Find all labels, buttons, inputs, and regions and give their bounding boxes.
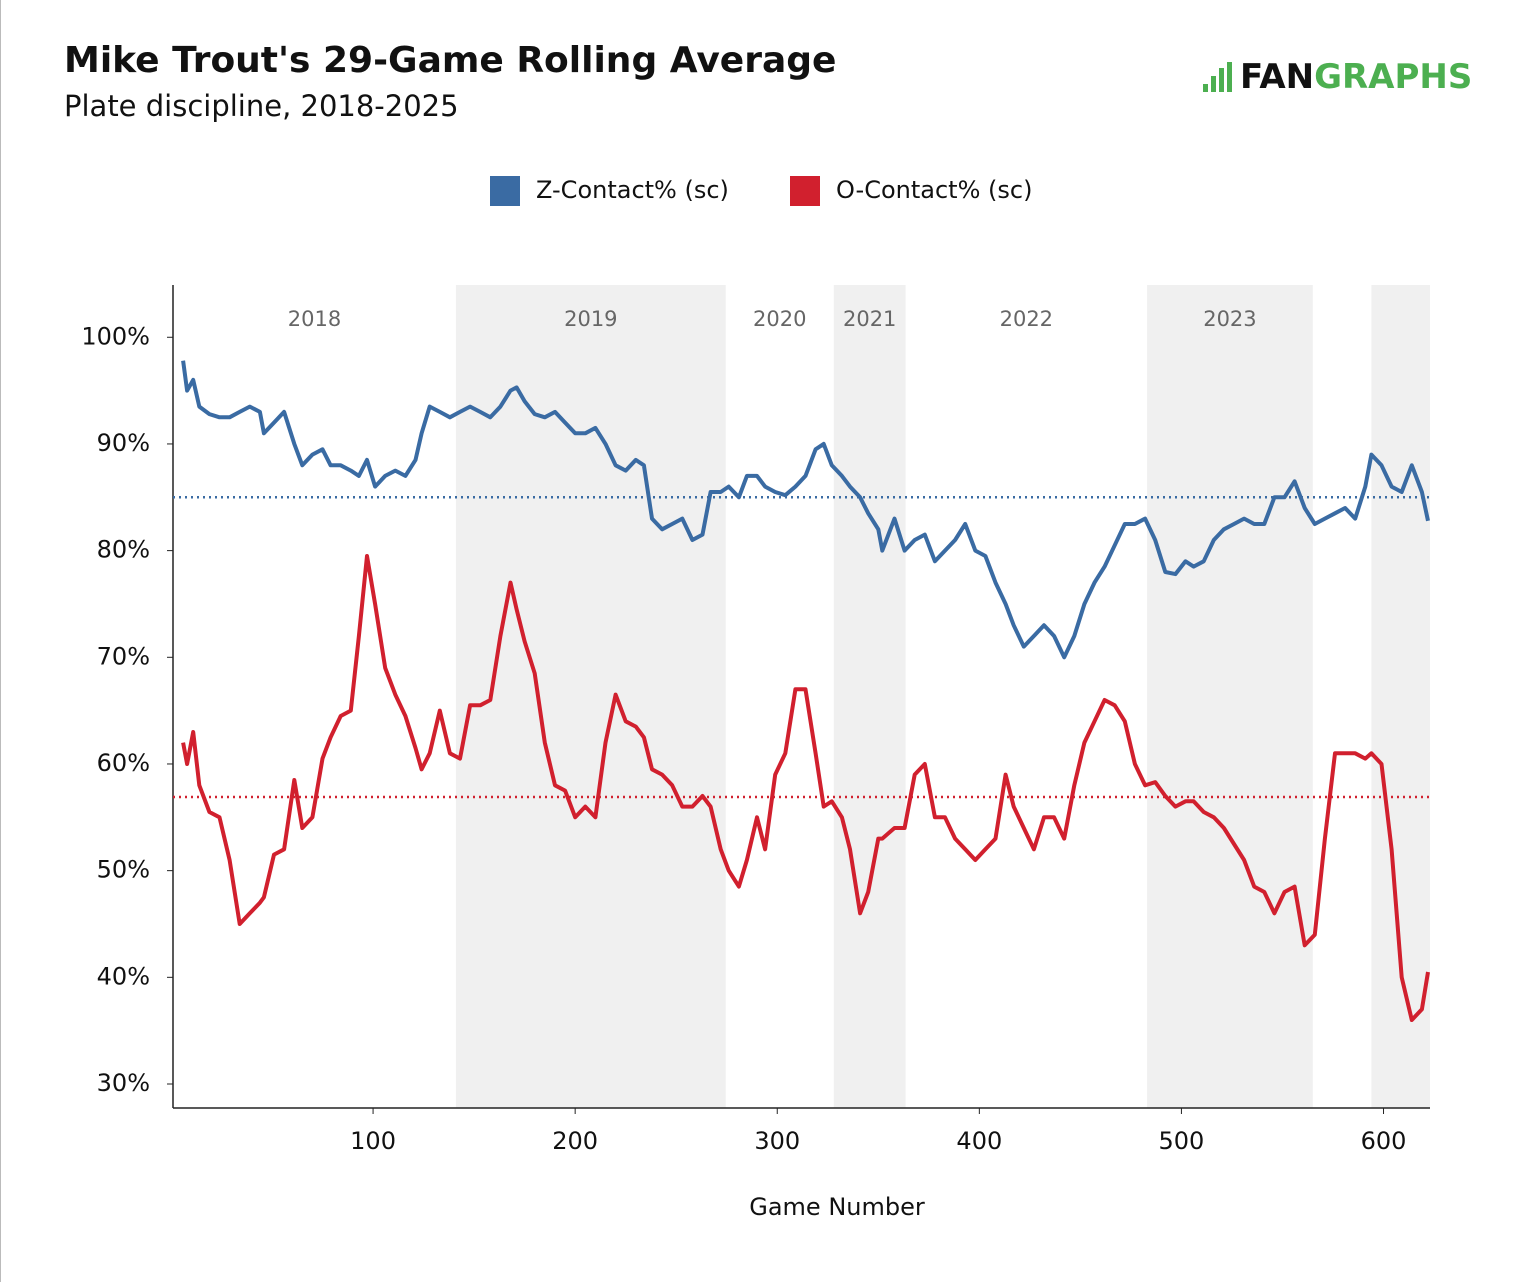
- logo-part: GRAPHS: [1314, 57, 1472, 97]
- y-tick-label: 60%: [97, 749, 150, 777]
- season-label: 2018: [288, 307, 341, 331]
- season-label: 2021: [843, 307, 896, 331]
- x-tick-label: 200: [552, 1127, 598, 1155]
- y-tick-label: 100%: [81, 322, 150, 350]
- y-tick-label: 70%: [97, 642, 150, 670]
- y-tick-label: 50%: [97, 856, 150, 884]
- x-tick-label: 400: [956, 1127, 1002, 1155]
- legend-swatch: [790, 176, 820, 206]
- logo-part: FAN: [1240, 57, 1314, 97]
- x-tick-label: 500: [1159, 1127, 1205, 1155]
- y-tick-label: 80%: [97, 536, 150, 564]
- logo-bar: [1227, 62, 1232, 92]
- y-tick-label: 90%: [97, 429, 150, 457]
- x-tick-label: 300: [754, 1127, 800, 1155]
- chart-subtitle: Plate discipline, 2018-2025: [64, 89, 459, 123]
- legend-label: O-Contact% (sc): [836, 176, 1032, 204]
- season-label: 2020: [753, 307, 806, 331]
- y-tick-label: 40%: [97, 962, 150, 990]
- chart-title: Mike Trout's 29-Game Rolling Average: [64, 40, 836, 81]
- season-label: 2019: [564, 307, 617, 331]
- logo-text: FANGRAPHS: [1240, 57, 1472, 97]
- series-line: [181, 360, 1430, 660]
- season-band: [1371, 285, 1430, 1108]
- y-tick-label: 30%: [97, 1069, 150, 1097]
- season-label: 2022: [1000, 307, 1053, 331]
- legend-label: Z-Contact% (sc): [536, 176, 729, 204]
- x-axis-label: Game Number: [749, 1193, 925, 1221]
- x-tick-label: 100: [350, 1127, 396, 1155]
- season-band: [1147, 285, 1313, 1108]
- legend-swatch: [490, 176, 520, 206]
- series-line: [181, 554, 1430, 1022]
- logo-bar: [1211, 76, 1216, 92]
- logo-bar: [1203, 84, 1208, 92]
- x-tick-label: 600: [1361, 1127, 1407, 1155]
- logo: FANGRAPHS: [1203, 57, 1472, 97]
- logo-bar: [1219, 68, 1224, 92]
- season-band: [455, 285, 726, 1108]
- season-label: 2023: [1203, 307, 1256, 331]
- season-band: [833, 285, 906, 1108]
